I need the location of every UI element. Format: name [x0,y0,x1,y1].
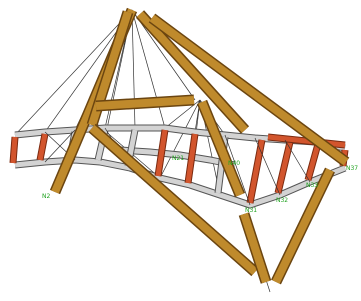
node-label: N2 [42,193,50,200]
node-label: N32 [276,197,288,204]
node-label: N31 [245,207,257,214]
structure-view: N2 N21 N40 N31 N32 N33 N37 [0,0,361,301]
node-label: N40 [228,160,240,167]
node-label: N21 [172,155,184,162]
node-label: N37 [346,165,358,172]
node-label: N33 [306,182,318,189]
